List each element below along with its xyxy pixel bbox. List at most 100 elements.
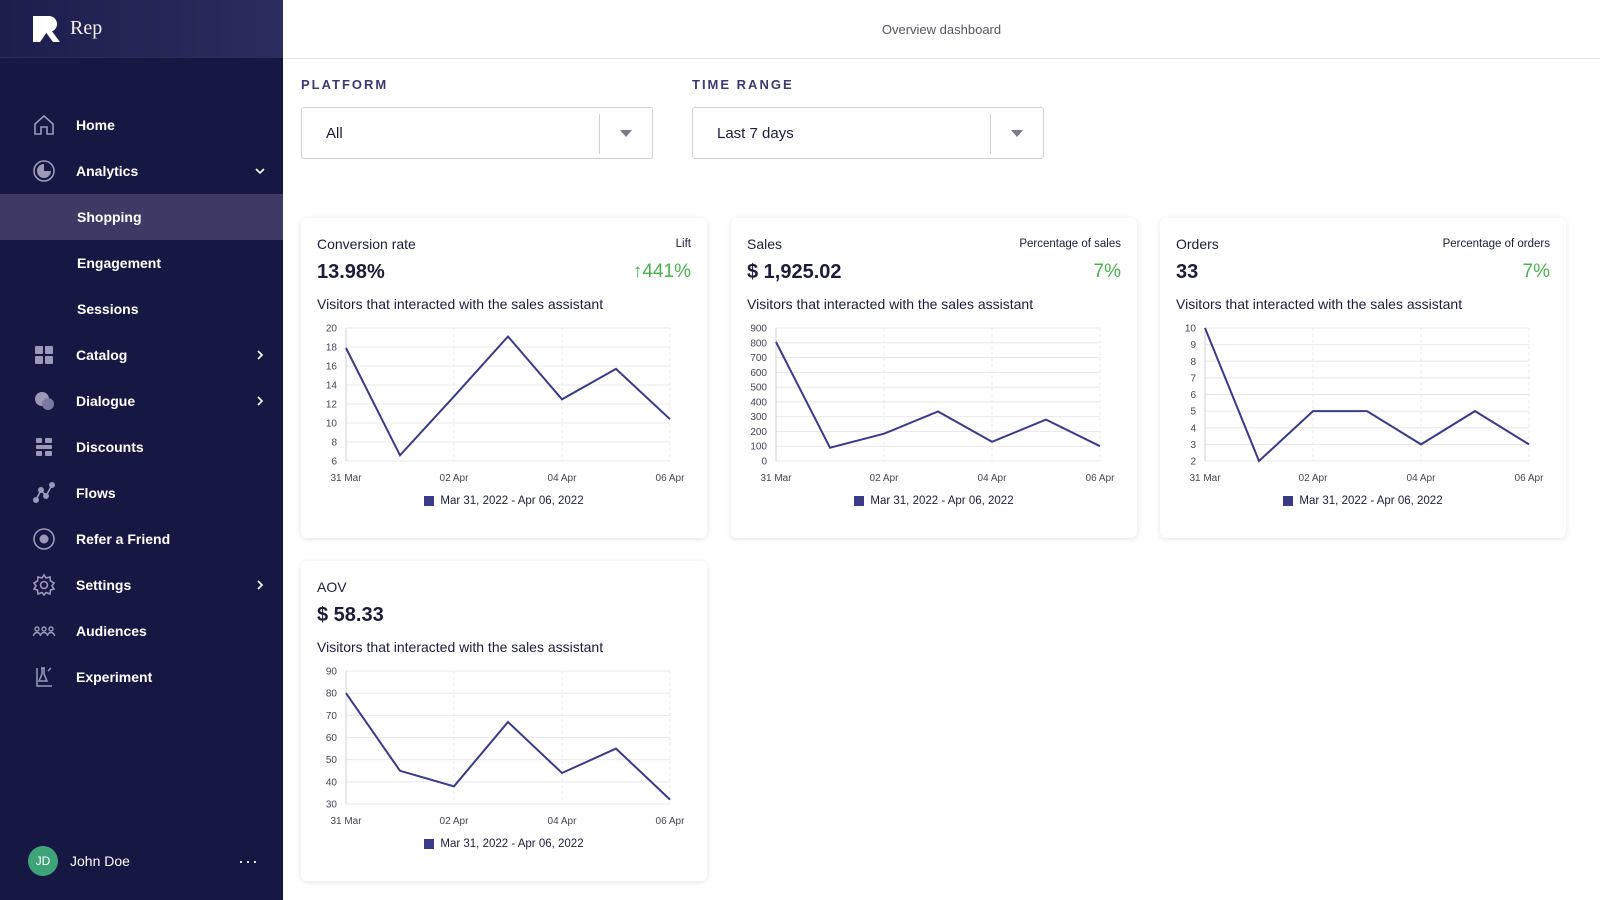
y-tick-label: 90 (326, 667, 338, 678)
chevron-right-icon[interactable] (253, 394, 267, 408)
sidebar-item-label: Shopping (77, 209, 142, 225)
caret-down-icon[interactable] (1011, 130, 1023, 137)
sales-card: Sales Percentage of sales $ 1,925.02 7% … (731, 218, 1137, 538)
chevron-down-icon[interactable] (253, 164, 267, 178)
card-value: 33 (1176, 261, 1199, 283)
sidebar-item-label: Refer a Friend (76, 531, 171, 547)
more-options-icon[interactable]: ··· (238, 850, 259, 871)
platform-label: PLATFORM (301, 77, 389, 92)
legend-label: Mar 31, 2022 - Apr 06, 2022 (1299, 495, 1443, 507)
sidebar-item-label: Engagement (77, 255, 162, 271)
y-tick-label: 0 (761, 457, 767, 468)
chevron-right-icon[interactable] (253, 348, 267, 362)
chart-legend: Mar 31, 2022 - Apr 06, 2022 (301, 495, 707, 507)
x-tick-label: 31 Mar (1189, 473, 1221, 484)
refer-icon (32, 527, 56, 551)
page-header: Overview dashboard (283, 0, 1600, 59)
y-tick-label: 80 (326, 689, 338, 700)
legend-swatch (854, 496, 865, 506)
chart-legend: Mar 31, 2022 - Apr 06, 2022 (1160, 495, 1566, 507)
y-tick-label: 800 (750, 338, 767, 349)
rep-logo-icon[interactable] (31, 14, 61, 44)
card-change: ↑441% (632, 261, 691, 282)
home-icon (32, 113, 56, 137)
select-divider (990, 114, 991, 154)
x-tick-label: 02 Apr (440, 473, 470, 484)
card-value: $ 58.33 (317, 604, 384, 626)
y-tick-label: 10 (1185, 324, 1197, 335)
card-title: AOV (317, 579, 347, 595)
sidebar-item-shopping[interactable]: Shopping (0, 194, 283, 240)
x-tick-label: 04 Apr (978, 473, 1008, 484)
legend-swatch (424, 496, 435, 506)
avatar[interactable]: JD (28, 846, 58, 876)
aov-card: AOV $ 58.33 Visitors that interacted wit… (301, 561, 707, 881)
sidebar-item-settings[interactable]: Settings (0, 562, 283, 608)
discounts-icon (32, 435, 56, 459)
platform-select[interactable]: All (301, 107, 653, 159)
y-tick-label: 6 (1190, 390, 1196, 401)
dialogue-icon (32, 389, 56, 413)
card-value: $ 1,925.02 (747, 261, 842, 283)
y-tick-label: 600 (750, 368, 767, 379)
sales-chart: 0 100 200 300 400 500 600 700 800 900 31 Mar 02 Apr… (750, 324, 1115, 485)
page-title: Overview dashboard (881, 21, 1002, 37)
card-change: 7% (1093, 261, 1121, 282)
series-line (345, 692, 671, 801)
x-tick-label: 31 Mar (330, 816, 362, 827)
sidebar-item-refer-a-friend[interactable]: Refer a Friend (0, 516, 283, 562)
sidebar-item-engagement[interactable]: Engagement (0, 240, 283, 286)
app-name: Rep (70, 17, 103, 39)
settings-icon (32, 573, 56, 597)
y-tick-label: 500 (750, 383, 767, 394)
time-range-select[interactable]: Last 7 days (692, 107, 1044, 159)
y-tick-label: 3 (1190, 440, 1196, 451)
sidebar-item-label: Discounts (76, 439, 144, 455)
sidebar-nav: Home Analytics Shopping Engagement Sessi… (0, 102, 283, 700)
y-tick-label: 40 (326, 777, 338, 788)
sidebar-item-flows[interactable]: Flows (0, 470, 283, 516)
card-subtitle: Visitors that interacted with the sales … (747, 296, 1034, 312)
sidebar-item-sessions[interactable]: Sessions (0, 286, 283, 332)
y-tick-label: 7 (1190, 373, 1196, 384)
y-tick-label: 30 (326, 800, 338, 811)
sidebar-item-label: Dialogue (76, 393, 136, 409)
card-subtitle: Visitors that interacted with the sales … (1176, 296, 1463, 312)
sidebar-item-label: Settings (76, 577, 132, 593)
flows-icon (32, 481, 56, 505)
sidebar-item-experiment[interactable]: Experiment (0, 654, 283, 700)
sidebar-item-analytics[interactable]: Analytics (0, 148, 283, 194)
sidebar-item-label: Catalog (76, 347, 128, 363)
y-tick-label: 400 (750, 397, 767, 408)
sidebar-item-label: Analytics (76, 163, 139, 179)
card-title: Orders (1176, 236, 1219, 252)
y-tick-label: 20 (326, 324, 338, 335)
y-tick-label: 300 (750, 412, 767, 423)
y-tick-label: 10 (326, 419, 338, 430)
x-tick-label: 31 Mar (330, 473, 362, 484)
y-tick-label: 700 (750, 353, 767, 364)
series-line (345, 334, 671, 458)
chevron-right-icon[interactable] (253, 578, 267, 592)
sidebar-item-audiences[interactable]: Audiences (0, 608, 283, 654)
catalog-icon (32, 343, 56, 367)
card-change: 7% (1522, 261, 1550, 282)
card-value: 13.98% (317, 261, 385, 283)
x-tick-label: 04 Apr (548, 473, 578, 484)
sidebar-item-home[interactable]: Home (0, 102, 283, 148)
y-tick-label: 50 (326, 755, 338, 766)
sidebar-item-discounts[interactable]: Discounts (0, 424, 283, 470)
sidebar-item-catalog[interactable]: Catalog (0, 332, 283, 378)
sidebar-item-dialogue[interactable]: Dialogue (0, 378, 283, 424)
x-tick-label: 04 Apr (1407, 473, 1437, 484)
series-line (775, 341, 1101, 449)
orders-chart: 2 3 4 5 6 7 8 9 10 31 Mar 02 Apr 04 Apr 06 Apr (1185, 324, 1544, 485)
sidebar-item-label: Home (76, 117, 115, 133)
platform-value: All (326, 125, 343, 142)
legend-label: Mar 31, 2022 - Apr 06, 2022 (440, 495, 584, 507)
x-tick-label: 02 Apr (440, 816, 470, 827)
user-profile[interactable]: JD John Doe ··· (0, 844, 283, 878)
y-tick-label: 200 (750, 427, 767, 438)
caret-down-icon[interactable] (620, 130, 632, 137)
sidebar-header: Rep (0, 0, 283, 58)
